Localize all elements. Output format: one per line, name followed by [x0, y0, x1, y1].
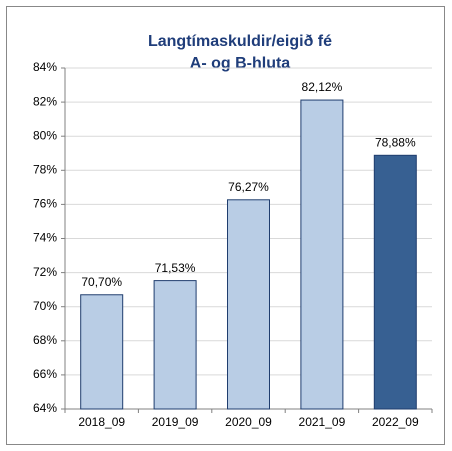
y-tick-label: 70%: [33, 299, 57, 313]
x-tick-label: 2022_09: [372, 415, 419, 429]
y-tick-label: 78%: [33, 162, 57, 176]
bar: [80, 294, 124, 410]
x-tick-label: 2019_09: [152, 415, 199, 429]
bar: [373, 154, 417, 410]
value-label: 76,27%: [228, 180, 269, 194]
y-tick-label: 76%: [33, 197, 57, 211]
value-label: 82,12%: [302, 80, 343, 94]
value-label: 70,70%: [81, 275, 122, 289]
y-tick-label: 66%: [33, 367, 57, 381]
y-tick-label: 82%: [33, 94, 57, 108]
y-tick-label: 72%: [33, 265, 57, 279]
bar: [227, 199, 270, 410]
y-tick-label: 68%: [33, 333, 57, 347]
y-tick-label: 74%: [33, 231, 57, 245]
chart-frame: [6, 6, 445, 445]
bar: [300, 99, 344, 410]
y-tick-label: 64%: [33, 401, 57, 415]
chart-title: Langtímaskuldir/eigið fé: [148, 33, 332, 50]
value-label: 71,53%: [155, 261, 196, 275]
y-tick-label: 84%: [33, 60, 57, 74]
y-tick-label: 80%: [33, 128, 57, 142]
x-tick-label: 2021_09: [299, 415, 346, 429]
chart-subtitle: A- og B-hluta: [190, 55, 291, 72]
bar: [153, 280, 197, 410]
x-tick-label: 2020_09: [225, 415, 272, 429]
value-label: 78,88%: [375, 135, 416, 149]
x-tick-label: 2018_09: [78, 415, 125, 429]
